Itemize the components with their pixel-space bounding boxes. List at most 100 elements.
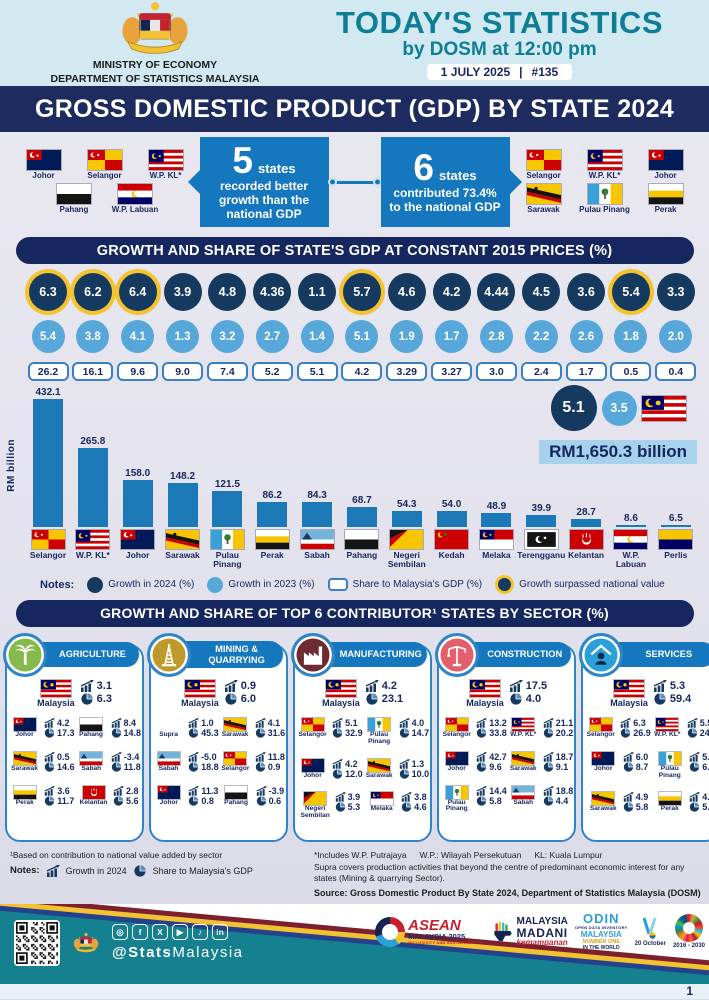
growth-value: 4.2: [57, 717, 70, 728]
share-value: 0.4: [668, 365, 684, 378]
state-name: Johor: [125, 550, 150, 560]
footnote-sector-basis: ¹Based on contribution to national value…: [10, 849, 223, 860]
gdp-bar: [167, 483, 198, 527]
october-label: 20 October: [634, 941, 666, 948]
state-name: W.P. KL*: [75, 550, 110, 560]
highlights-section: Johor Selangor W.P. KL* Pahang W.P. Labu…: [0, 132, 709, 232]
share-box: 1.7: [565, 362, 607, 381]
social-icon[interactable]: f: [132, 924, 148, 941]
sector-malaysia-row: Malaysia 4.2 23.1: [295, 679, 430, 708]
share-value: 20.2: [555, 727, 574, 738]
share-value: 9.0: [175, 365, 190, 378]
social-icon[interactable]: ▶: [172, 924, 188, 941]
name-cell: Perlis: [654, 549, 698, 570]
state-label-group: Sarawak: [587, 792, 620, 813]
state-label-group: Sabah: [507, 785, 540, 807]
pie-chart-icon: [689, 761, 700, 772]
sector-state-entry: Sarawak 0.5 14.6: [8, 751, 75, 773]
gdp-bar: [257, 501, 288, 527]
social-icon[interactable]: ♪: [192, 924, 208, 941]
state-flag-icon: [368, 758, 391, 772]
growth-row: 4.1: [689, 792, 709, 802]
growth-2024-circle: 1.1: [298, 273, 337, 311]
footer-social-block: ◎ f X ▶ ♪ in @StatsMalaysia: [14, 919, 244, 966]
state-flag-item: W.P. KL*: [137, 149, 194, 180]
growth-2024-cell: 3.6: [564, 273, 608, 311]
sector-malaysia-row: Malaysia 17.5 4.0: [439, 679, 574, 708]
agency-branding: MINISTRY OF ECONOMY DEPARTMENT OF STATIS…: [10, 0, 300, 86]
sector-state-entry: Selangor 6.3 26.9: [584, 717, 651, 739]
state-values: 5.5 24.9: [687, 718, 709, 738]
growth-icon: [543, 751, 554, 762]
state-name: Sarawak: [165, 550, 200, 560]
state-values: 3.9 5.3: [335, 792, 361, 813]
footnotes-left: ¹Based on contribution to national value…: [10, 850, 306, 899]
growth-value: 5.1: [345, 717, 358, 728]
share-box: 5.1: [296, 362, 338, 381]
growth-row: 4.2: [332, 759, 363, 769]
madani-line2: MADANI: [516, 925, 568, 940]
growth-2024-value: 6.3: [39, 285, 57, 299]
state-label-group: Sarawak: [363, 758, 396, 780]
state-name: Pulau Pinang: [445, 798, 468, 813]
share-row: 17.3: [44, 728, 75, 738]
growth-2024-row: 6.3 6.2 6.4 3.9 4.8 4.36: [26, 273, 698, 311]
footnotes: ¹Based on contribution to national value…: [0, 842, 709, 899]
growth-row: -3.9: [256, 786, 284, 796]
growth-2023-circle: 2.8: [479, 320, 513, 353]
state-name: Pulau Pinang: [213, 550, 242, 570]
share-value: 2.4: [533, 365, 549, 378]
bar-column: 28.7: [564, 385, 608, 527]
qr-code[interactable]: [14, 919, 60, 966]
sector-state-entry: Johor 4.2 12.0: [296, 758, 363, 780]
state-name: Johor: [594, 764, 613, 772]
flags-row: [26, 530, 698, 549]
state-name: Terengganu: [517, 550, 566, 560]
share-cell: 0.5: [609, 362, 653, 381]
state-flag-item: Selangor: [76, 149, 133, 180]
growth-value: 5.0: [702, 751, 709, 762]
growth-icon: [332, 717, 343, 728]
page-number-strip: 1: [0, 983, 709, 999]
growth-icon: [399, 717, 410, 728]
odin-world: IN THE WORLD: [582, 945, 620, 952]
odin-title: ODIN: [582, 910, 620, 926]
share-row: 10.0: [399, 768, 429, 779]
state-name: Sabah: [158, 764, 179, 772]
sector-state-entry: Selangor 13.2 33.8: [440, 717, 507, 739]
growth-2024-cell: 5.7: [340, 273, 384, 311]
growth-value: 21.1: [555, 717, 574, 728]
state-flag-icon: [435, 530, 469, 549]
state-flag-icon: [648, 184, 683, 204]
state-flag-item: W.P. KL*: [576, 149, 633, 180]
share-value: 5.3: [347, 802, 361, 813]
state-flag-icon: [658, 792, 681, 806]
growth-2024-cell: 6.3: [26, 273, 70, 311]
flag-cell: [519, 530, 563, 549]
state-label-group: Johor: [587, 751, 620, 773]
legend-share: Share to Malaysia's GDP (%): [327, 578, 482, 592]
share-box: 9.6: [117, 362, 159, 381]
state-flag-icon: [300, 530, 334, 549]
state-name: Johor: [15, 730, 34, 738]
malaysia-label-group: Malaysia: [466, 679, 504, 708]
growth-2024-cell: 6.2: [71, 273, 115, 311]
growth-row: 2.8: [113, 786, 139, 796]
state-label-group: Perak: [653, 792, 686, 813]
pie-chart-icon: [399, 768, 410, 779]
pie-chart-icon: [44, 795, 55, 806]
social-icon[interactable]: ◎: [112, 924, 128, 941]
state-values: 3.6 11.7: [44, 786, 74, 806]
callout-headline: 6 states: [387, 149, 504, 186]
state-flag-item: Johor: [15, 149, 72, 180]
state-flag-icon: [13, 717, 36, 731]
sdg-years: 2016 - 2030: [672, 943, 705, 950]
footer-logos: ASEAN MALAYSIA 2025 INCLUSIVITY AND SUST…: [375, 912, 705, 952]
contribution-flag-group: Selangor W.P. KL* Johor Sarawak Pulau Pi…: [513, 149, 697, 215]
share-cell: 3.29: [385, 362, 429, 381]
chart-legend: Notes: Growth in 2024 (%) Growth in 2023…: [40, 576, 709, 593]
social-icon[interactable]: X: [152, 924, 168, 941]
growth-2024-circle: 3.6: [567, 273, 606, 311]
growth-icon: [335, 792, 346, 803]
social-icon[interactable]: in: [212, 924, 228, 941]
